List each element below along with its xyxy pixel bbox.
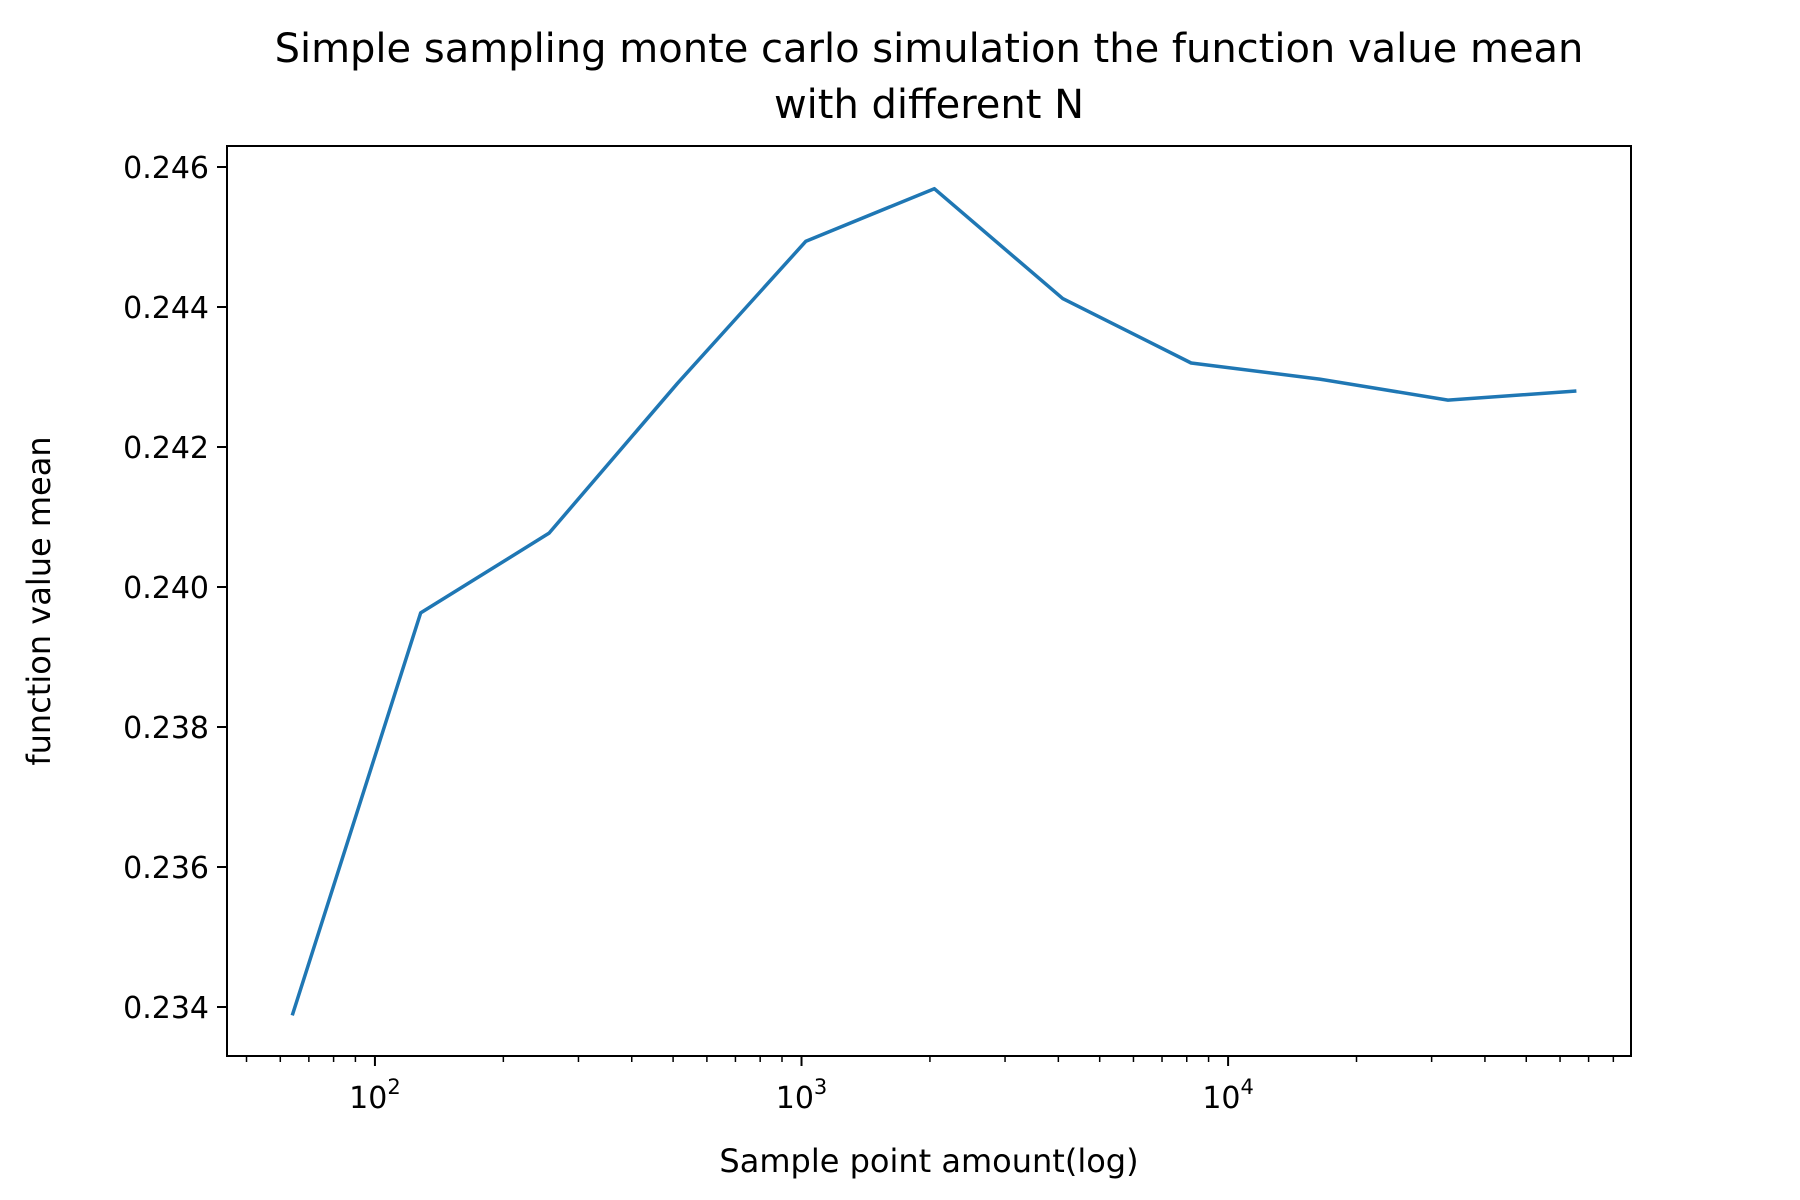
x-tick-label: 102 xyxy=(349,1075,401,1116)
chart-title-line-2: with different N xyxy=(774,82,1084,128)
plot-area-frame xyxy=(226,145,1632,1057)
y-tick-label: 0.234 xyxy=(123,991,209,1026)
y-axis-label: function value mean xyxy=(20,436,58,765)
x-tick-exponent: 4 xyxy=(1241,1075,1254,1099)
x-tick-base: 10 xyxy=(1202,1081,1240,1116)
x-axis-label: Sample point amount(log) xyxy=(719,1142,1138,1180)
y-tick-label: 0.236 xyxy=(123,851,209,886)
x-tick-exponent: 2 xyxy=(387,1075,400,1099)
y-tick-label: 0.246 xyxy=(123,151,209,186)
y-tick-label: 0.242 xyxy=(123,431,209,466)
chart-title-line-1: Simple sampling monte carlo simulation t… xyxy=(275,26,1584,72)
y-tick-label: 0.244 xyxy=(123,291,209,326)
series-line xyxy=(290,186,1577,1016)
y-tick-label: 0.238 xyxy=(123,711,209,746)
x-tick-label: 104 xyxy=(1202,1075,1254,1116)
y-tick-label: 0.240 xyxy=(123,571,209,606)
x-tick-label: 103 xyxy=(776,1075,828,1116)
x-tick-base: 10 xyxy=(776,1081,814,1116)
x-tick-base: 10 xyxy=(349,1081,387,1116)
x-tick-exponent: 3 xyxy=(814,1075,827,1099)
